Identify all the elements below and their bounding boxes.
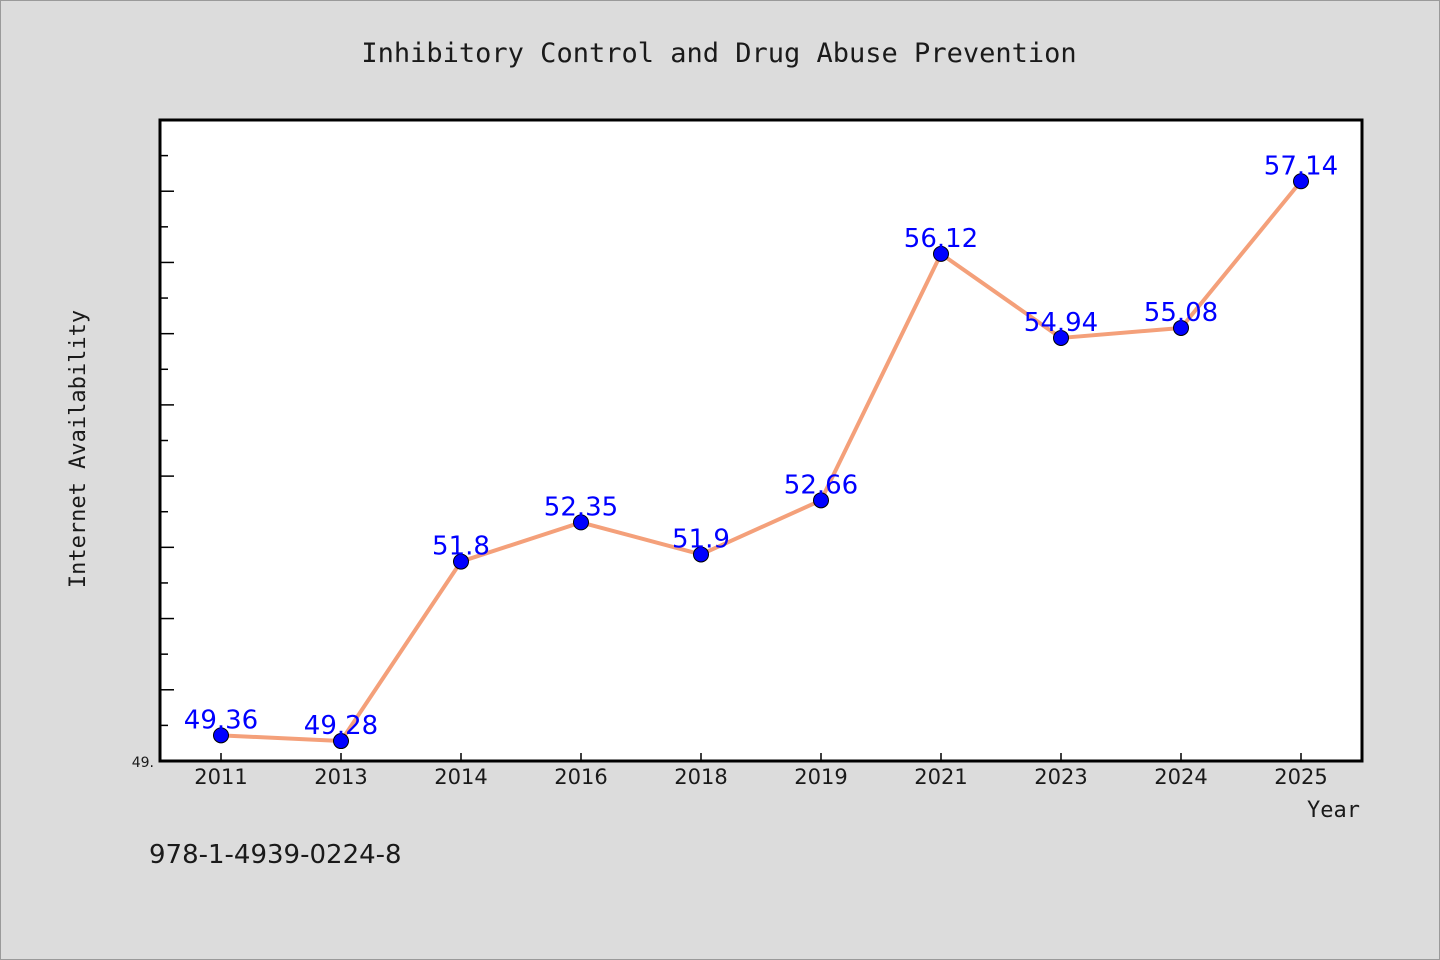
- x-tick-label: 2024: [1154, 765, 1207, 789]
- data-label: 54.94: [1024, 308, 1098, 338]
- data-label: 55.08: [1144, 298, 1218, 328]
- y-axis-ticks: [160, 119, 174, 762]
- plot-area: [158, 118, 1364, 763]
- x-axis-ticks: 2011 2013 2014 2016 2018 2019 2021 2023 2024 2025: [194, 753, 1328, 789]
- data-point: [333, 733, 349, 750]
- x-tick-label: 2023: [1034, 765, 1087, 789]
- data-label: 49.28: [304, 711, 378, 741]
- data-label: 51.8: [432, 532, 490, 562]
- data-label: 52.35: [544, 492, 618, 522]
- x-tick-label: 2018: [674, 765, 727, 789]
- x-tick-label: 2021: [914, 765, 967, 789]
- chart-title: Inhibitory Control and Drug Abuse Preven…: [361, 38, 1076, 69]
- x-tick-label: 2016: [554, 765, 607, 789]
- data-label: 52.66: [784, 470, 858, 500]
- data-label: 56.12: [904, 224, 978, 254]
- x-tick-label: 2025: [1274, 765, 1327, 789]
- x-tick-label: 2019: [794, 765, 847, 789]
- data-point: [573, 514, 589, 531]
- data-point: [1293, 173, 1309, 190]
- footer-isbn: 978-1-4939-0224-8: [149, 840, 402, 870]
- data-label: 57.14: [1264, 151, 1338, 181]
- data-point: [213, 727, 229, 744]
- x-tick-label: 2013: [314, 765, 367, 789]
- data-label: 49.36: [184, 705, 258, 735]
- data-point: [453, 553, 469, 570]
- x-tick-label: 2014: [434, 765, 487, 789]
- data-point: [693, 546, 709, 563]
- series-line: [219, 179, 1303, 744]
- data-point: [813, 492, 829, 509]
- data-label: 51.9: [672, 524, 730, 554]
- y-tick-label: 49.: [132, 755, 154, 771]
- data-point: [1053, 329, 1069, 346]
- x-axis-label: Year: [1307, 798, 1360, 823]
- y-axis-label: Internet Availability: [66, 310, 91, 588]
- data-point: [1173, 319, 1189, 336]
- data-labels: 49.36 49.28 51.8 52.35 51.9 52.66 56.12 54.94 55…: [184, 151, 1338, 741]
- x-tick-label: 2011: [194, 765, 247, 789]
- series-markers: [213, 173, 1309, 750]
- data-point: [933, 245, 949, 262]
